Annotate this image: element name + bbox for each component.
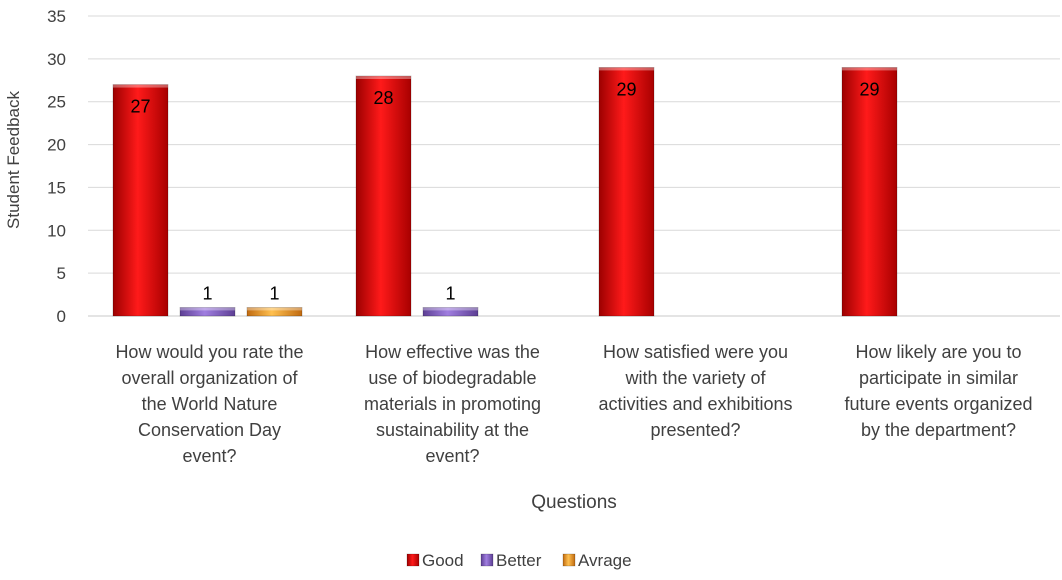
bar-better [179,307,236,317]
gridlines [88,15,1060,317]
bar-good [841,67,898,317]
y-tick-label: 20 [47,136,66,155]
data-label: 27 [130,97,150,117]
bars [112,67,898,317]
y-tick-label: 35 [47,7,66,26]
bar-good-highlight [842,67,897,71]
bar-good-highlight [113,84,168,88]
x-tick-label: How satisfied were you with the variety o… [598,342,792,440]
data-label: 29 [616,79,636,99]
y-tick-label: 10 [47,221,66,240]
bar-good [598,67,655,317]
y-tick-label: 30 [47,50,66,69]
legend-label-better: Better [496,551,542,570]
bar-better-highlight [423,307,478,311]
y-tick-label: 25 [47,93,66,112]
y-tick-label: 0 [57,307,66,326]
legend-swatch-good [406,553,420,567]
x-tick-label: How likely are you to participate in simi… [844,342,1032,440]
bar-good-highlight [599,67,654,71]
y-tick-label: 5 [57,264,66,283]
bar-better-highlight [180,307,235,311]
y-tick-label: 15 [47,178,66,197]
data-label: 28 [373,88,393,108]
legend-swatch-better [480,553,494,567]
data-label: 1 [445,283,455,303]
data-label: 29 [859,79,879,99]
legend-label-good: Good [422,551,464,570]
bar-avrage [246,307,303,317]
legend-label-avrage: Avrage [578,551,632,570]
y-axis-label: Student Feedback [4,91,23,229]
x-tick-label: How effective was the use of biodegradabl… [364,342,541,466]
legend: Good Better Avrage [406,551,632,570]
x-tick-label: How would you rate the overall organizati… [115,342,303,466]
y-axis-ticks: 0 5 10 15 20 25 30 35 [47,7,66,326]
x-axis-ticks: How would you rate the overall organizati… [115,342,1032,466]
bar-avrage-highlight [247,307,302,311]
legend-swatch-avrage [562,553,576,567]
data-label: 1 [269,283,279,303]
data-labels: 27 1 1 28 1 29 29 [130,79,879,303]
bar-good [355,75,412,317]
bar-good [112,84,169,317]
x-axis-label: Questions [531,492,617,513]
bar-better [422,307,479,317]
data-label: 1 [202,283,212,303]
bar-good-highlight [356,76,411,79]
